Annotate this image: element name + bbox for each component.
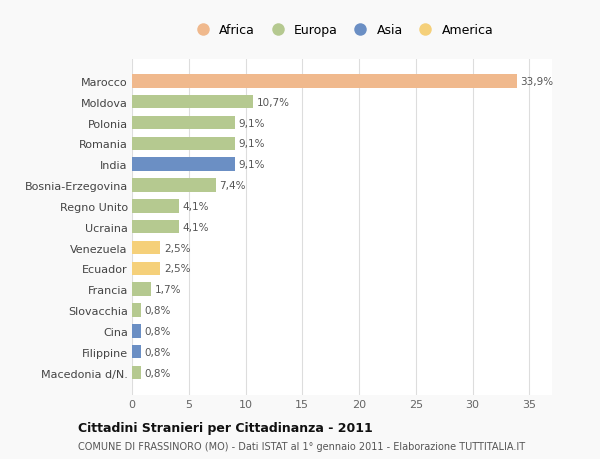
Text: 2,5%: 2,5% [164,243,190,253]
Text: 0,8%: 0,8% [145,368,171,378]
Text: 33,9%: 33,9% [520,77,553,87]
Text: 0,8%: 0,8% [145,326,171,336]
Text: 2,5%: 2,5% [164,264,190,274]
Text: 4,1%: 4,1% [182,222,208,232]
Bar [132,75,517,89]
Bar [132,345,141,359]
Text: 0,8%: 0,8% [145,347,171,357]
Text: 4,1%: 4,1% [182,202,208,212]
Text: 7,4%: 7,4% [220,181,246,190]
Bar [132,95,253,109]
Bar [132,179,216,192]
Bar [132,137,235,151]
Bar [132,220,179,234]
Text: 9,1%: 9,1% [239,139,265,149]
Bar [132,158,235,172]
Text: 9,1%: 9,1% [239,118,265,128]
Legend: Africa, Europa, Asia, America: Africa, Europa, Asia, America [185,19,499,42]
Text: COMUNE DI FRASSINORO (MO) - Dati ISTAT al 1° gennaio 2011 - Elaborazione TUTTITA: COMUNE DI FRASSINORO (MO) - Dati ISTAT a… [78,441,525,451]
Bar [132,303,141,317]
Bar [132,262,160,275]
Text: 1,7%: 1,7% [155,285,181,295]
Bar [132,241,160,255]
Bar [132,117,235,130]
Text: Cittadini Stranieri per Cittadinanza - 2011: Cittadini Stranieri per Cittadinanza - 2… [78,421,373,434]
Text: 10,7%: 10,7% [257,97,290,107]
Text: 0,8%: 0,8% [145,305,171,315]
Bar [132,366,141,380]
Bar [132,325,141,338]
Bar [132,283,151,297]
Text: 9,1%: 9,1% [239,160,265,170]
Bar [132,200,179,213]
